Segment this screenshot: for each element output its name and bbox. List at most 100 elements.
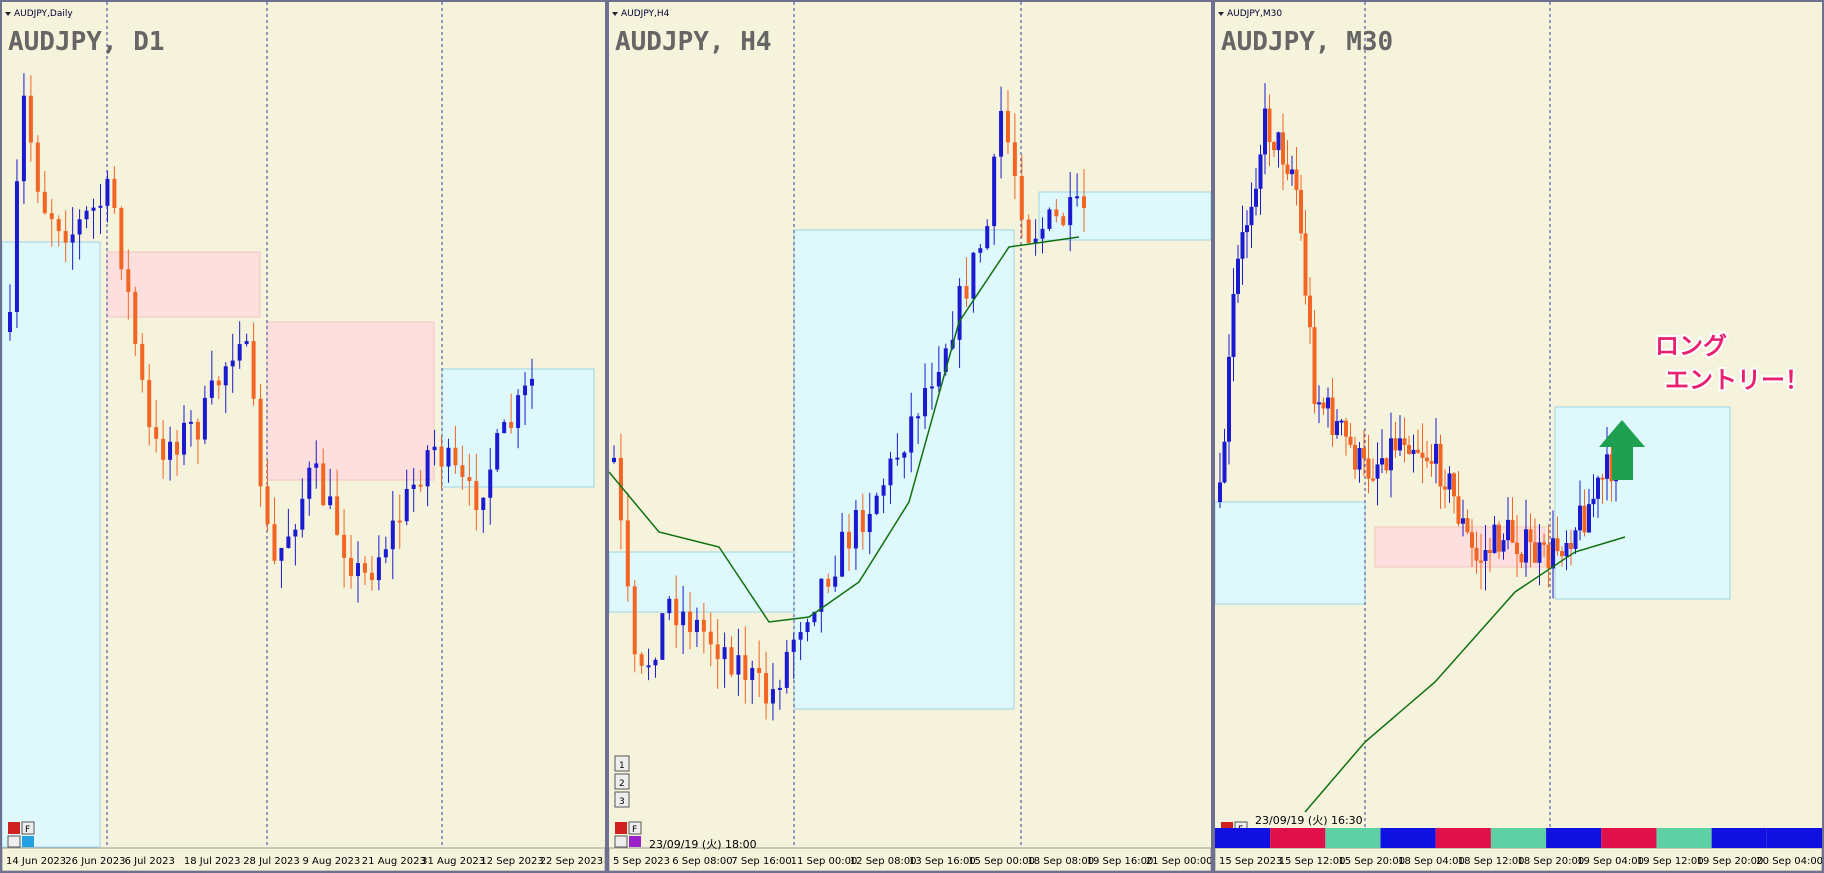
candle — [307, 467, 312, 499]
candle — [1218, 482, 1222, 502]
candle — [321, 463, 326, 506]
session-bar — [1380, 828, 1436, 848]
candle — [992, 156, 997, 227]
candle — [1075, 196, 1080, 199]
candle — [646, 665, 651, 668]
button[interactable] — [21, 821, 35, 835]
candle — [860, 510, 865, 533]
candle — [1510, 519, 1515, 543]
candle — [425, 450, 430, 487]
candle — [1569, 543, 1573, 549]
x-axis-label: 19 Sep 16:00 — [1087, 856, 1154, 867]
candle — [1389, 438, 1393, 471]
candle — [1474, 547, 1479, 561]
candle — [971, 252, 976, 299]
candle — [1339, 420, 1344, 423]
chart-canvas: AUDJPY,Daily AUDJPY, D1 14 Jun 2023 26 Jun … — [2, 2, 605, 871]
candle — [1542, 542, 1546, 545]
candle — [957, 285, 962, 340]
x-axis-label: 22 Sep 2023 — [540, 856, 603, 867]
sub-button[interactable] — [614, 835, 628, 848]
candle — [105, 178, 110, 206]
candle — [1501, 540, 1506, 552]
candle — [1465, 518, 1470, 533]
candle — [1330, 397, 1335, 435]
sub-button[interactable] — [7, 835, 21, 848]
session-bar — [1270, 828, 1326, 848]
candle — [1524, 529, 1528, 563]
candle — [847, 531, 851, 549]
candle — [1596, 477, 1600, 499]
x-axis-label: 18 Sep 12:00 — [1458, 856, 1525, 867]
x-axis-label: 15 Sep 00:00 — [968, 856, 1035, 867]
x-axis-label: 9 Aug 2023 — [303, 856, 361, 867]
candle — [1026, 219, 1031, 243]
candle — [1528, 529, 1533, 543]
candle — [328, 496, 333, 506]
candle — [1222, 441, 1227, 483]
sub-button[interactable] — [22, 836, 34, 847]
x-axis-label: 6 Sep 08:00 — [672, 856, 732, 867]
candle — [293, 529, 298, 537]
candle — [833, 576, 838, 587]
candle — [1488, 549, 1492, 553]
candle — [999, 110, 1004, 157]
axis-strip — [2, 847, 605, 871]
candle — [1047, 209, 1052, 229]
candle — [1348, 436, 1353, 445]
candle — [936, 371, 941, 387]
button[interactable] — [614, 755, 630, 772]
candle — [798, 632, 803, 640]
button[interactable] — [628, 821, 642, 835]
candle — [356, 563, 360, 577]
candle — [418, 484, 423, 487]
candle — [1533, 542, 1537, 563]
candle — [383, 549, 388, 558]
candle — [1299, 190, 1303, 234]
chart-title: AUDJPY, H4 — [615, 27, 772, 57]
candle — [639, 654, 644, 666]
candle — [1312, 327, 1317, 405]
candle — [929, 386, 934, 389]
candle — [1326, 397, 1330, 409]
candle — [84, 210, 89, 220]
x-axis-label: 12 Sep 08:00 — [850, 856, 917, 867]
button[interactable] — [614, 791, 630, 808]
x-axis-label: 7 Sep 16:00 — [731, 856, 791, 867]
session-bar — [1766, 828, 1822, 848]
candle — [1281, 132, 1285, 165]
window-label: AUDJPY,M30 — [1227, 9, 1282, 19]
candle — [35, 142, 40, 192]
candle — [1461, 518, 1465, 524]
candle — [439, 446, 444, 467]
zone — [266, 321, 435, 481]
session-bar — [1656, 828, 1712, 848]
candle — [523, 385, 528, 396]
candle — [272, 524, 277, 561]
candle — [286, 536, 291, 548]
candle — [63, 231, 68, 243]
candle — [1012, 142, 1017, 177]
candle — [1236, 258, 1240, 294]
x-axis-label: 19 Sep 12:00 — [1637, 856, 1704, 867]
candle — [964, 285, 969, 299]
close-button[interactable] — [615, 822, 627, 834]
candle — [1560, 551, 1564, 557]
button-label: F — [632, 825, 637, 835]
x-axis-label: 15 Sep 12:00 — [1279, 856, 1346, 867]
candle — [1061, 216, 1066, 226]
candle — [404, 488, 409, 522]
candle — [1456, 496, 1461, 524]
candle — [195, 421, 200, 440]
button[interactable] — [614, 773, 630, 790]
candle — [916, 416, 921, 419]
candle — [1303, 233, 1308, 296]
candle — [8, 312, 12, 332]
candle — [314, 463, 319, 468]
x-axis-label: 31 Aug 2023 — [421, 856, 485, 867]
candle — [1443, 486, 1447, 490]
sub-button[interactable] — [629, 836, 641, 847]
x-axis-label: 20 Sep 04:00 — [1756, 856, 1822, 867]
candle — [147, 379, 152, 428]
close-button[interactable] — [8, 822, 20, 834]
